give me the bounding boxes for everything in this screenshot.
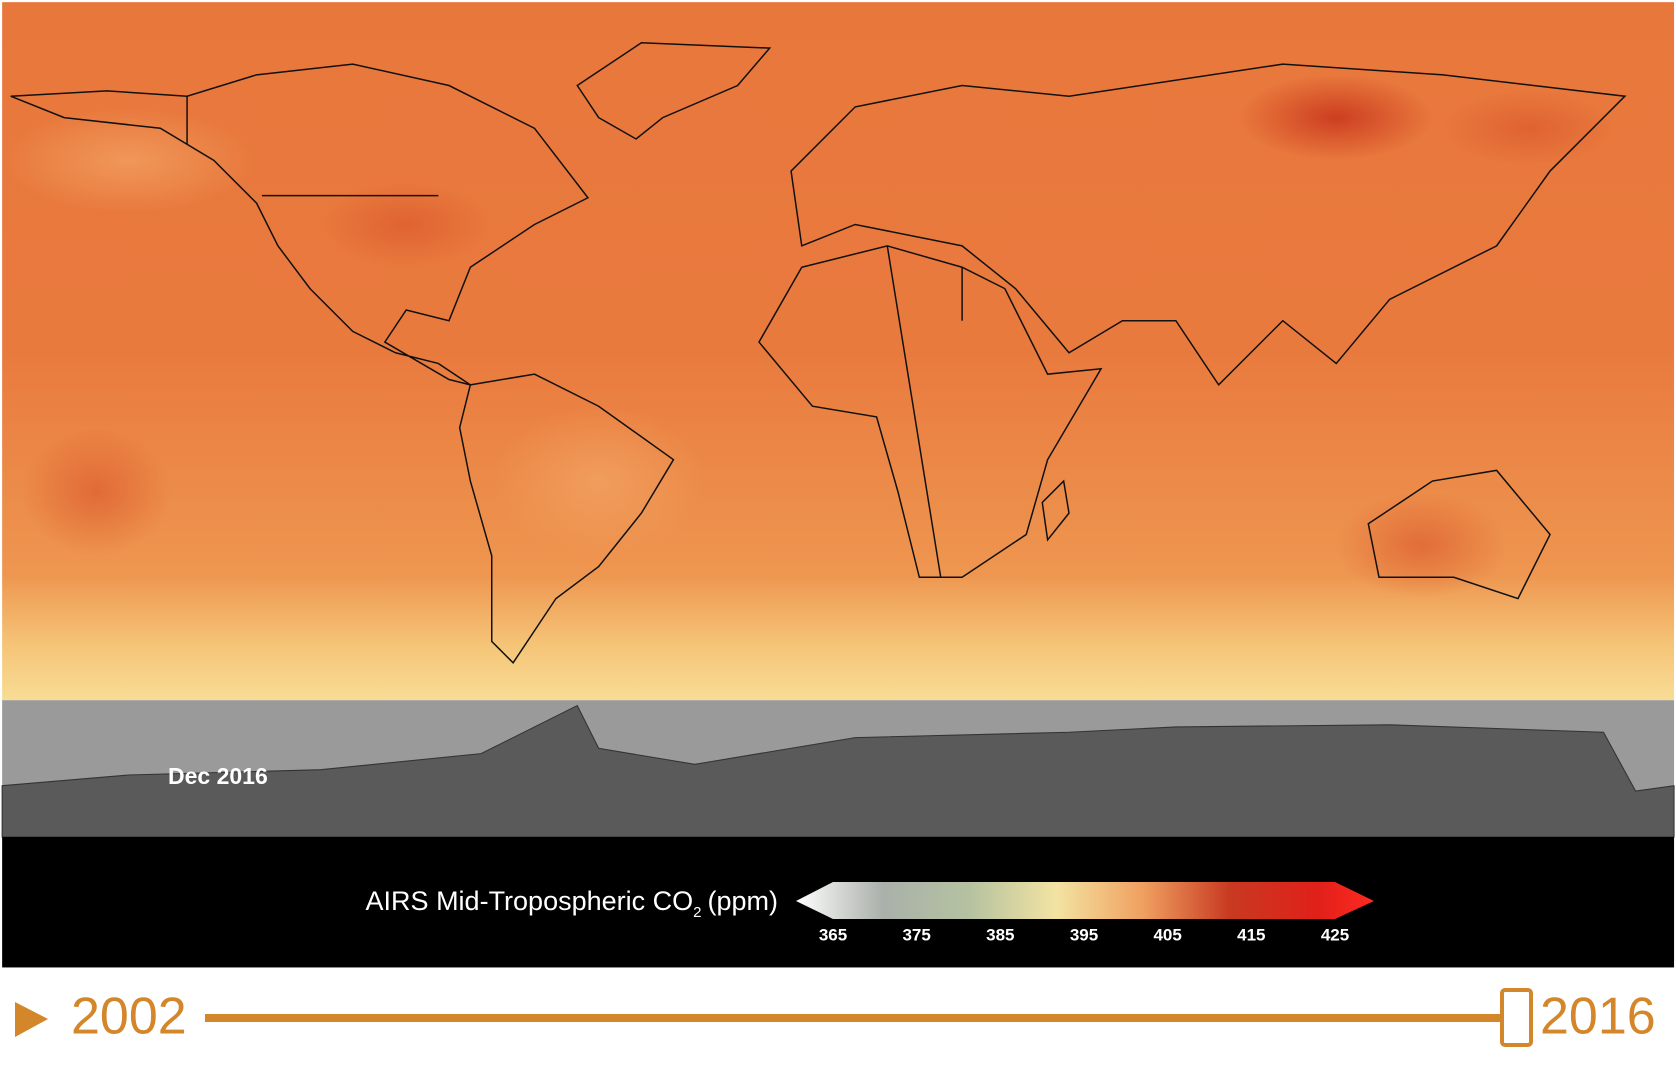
colorbar-tick-label: 385 — [986, 925, 1014, 944]
title-text: AIRS Mid-Tropospheric CO — [366, 886, 694, 916]
coastlines — [10, 42, 1627, 664]
antarctica — [1, 704, 1675, 838]
co2-lowspot — [491, 406, 706, 556]
madagascar — [1041, 479, 1070, 542]
co2-hotspot — [1240, 74, 1433, 161]
timeline-handle[interactable] — [1500, 988, 1533, 1047]
australia — [1367, 469, 1551, 600]
timeline-start: 2002 — [71, 988, 187, 1046]
colorbar-ticks: 365 375 385 395 405 415 425 — [819, 925, 1349, 944]
border — [886, 245, 942, 578]
colorbar — [796, 882, 1374, 919]
colorbar-tick-label: 395 — [1070, 925, 1098, 944]
colorbar-title: AIRS Mid-Tropospheric CO2 (ppm) — [366, 886, 778, 921]
colorbar-tick-label: 375 — [902, 925, 930, 944]
date-label: Dec 2016 — [168, 763, 268, 789]
colorbar-tick-label: 425 — [1321, 925, 1349, 944]
play-button[interactable] — [15, 1002, 48, 1037]
greenland — [576, 42, 772, 140]
colorbar-tick-label: 365 — [819, 925, 847, 944]
north-america — [10, 63, 590, 386]
colorbar-tick-label: 415 — [1237, 925, 1265, 944]
eurasia — [790, 63, 1627, 387]
co2-hotspot — [1443, 90, 1615, 166]
africa — [758, 245, 1103, 579]
title-subscript: 2 — [693, 904, 701, 921]
co2-hotspot — [320, 181, 492, 268]
colorbar-tick-label: 405 — [1153, 925, 1181, 944]
south-america — [458, 373, 675, 664]
timeline-end: 2016 — [1540, 988, 1656, 1046]
timeline-track[interactable] — [205, 1014, 1505, 1022]
co2-lowspot — [0, 106, 257, 214]
title-unit: (ppm) — [707, 886, 778, 916]
co2-hotspot — [21, 427, 172, 556]
co2-hotspot — [1336, 491, 1508, 599]
map — [0, 2, 1675, 968]
